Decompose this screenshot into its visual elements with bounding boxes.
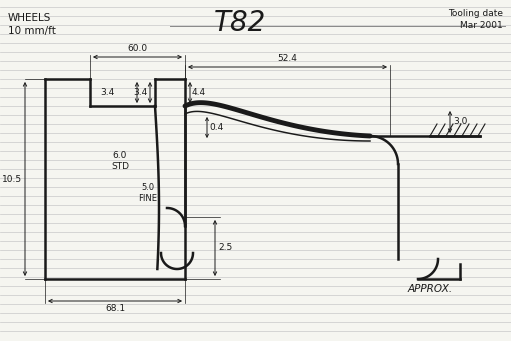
Text: 60.0: 60.0 [127, 44, 148, 53]
Text: 3.4: 3.4 [134, 88, 148, 97]
Text: 52.4: 52.4 [277, 54, 297, 63]
Text: WHEELS
10 mm/ft: WHEELS 10 mm/ft [8, 13, 56, 36]
Text: 2.5: 2.5 [218, 243, 233, 252]
Text: Tooling date
Mar 2001: Tooling date Mar 2001 [448, 9, 503, 30]
Text: 68.1: 68.1 [105, 304, 125, 313]
Text: 4.4: 4.4 [192, 88, 206, 97]
Text: 10.5: 10.5 [2, 175, 22, 183]
Text: T82: T82 [214, 9, 266, 37]
Text: 3.0: 3.0 [453, 118, 468, 127]
Text: 6.0
STD: 6.0 STD [111, 151, 129, 171]
Text: APPROX.: APPROX. [407, 284, 453, 294]
Text: 5.0
FINE: 5.0 FINE [138, 183, 157, 203]
Text: 0.4: 0.4 [209, 123, 223, 132]
Text: 3.4: 3.4 [101, 88, 115, 97]
